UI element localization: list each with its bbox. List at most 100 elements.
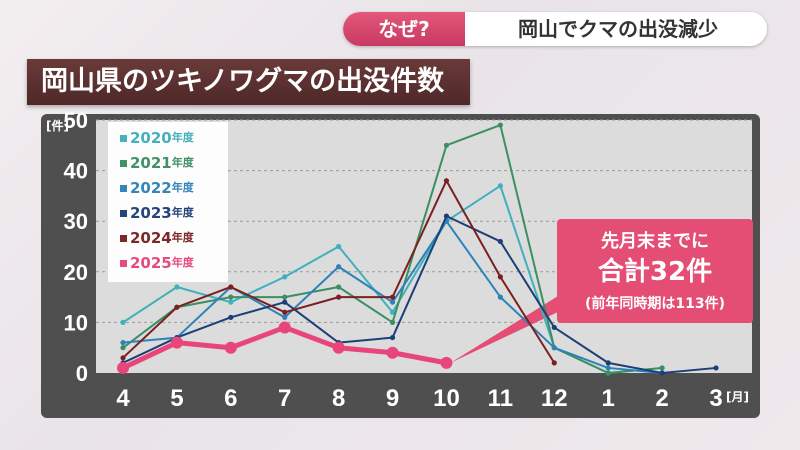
y-tick-label: 10 [64, 310, 88, 335]
total-callout: 先月末までに 合計32件 (前年同時期は113件) [557, 219, 753, 323]
legend-suffix: 年度 [171, 231, 194, 244]
legend-year: 2020 [130, 129, 172, 147]
topic-header: なぜ? 岡山でクマの出没減少 [343, 12, 767, 46]
data-point [497, 274, 503, 280]
callout-total: 合計32件 [597, 257, 713, 287]
data-point [120, 355, 126, 361]
x-tick-label: 4 [116, 385, 130, 412]
legend-year: 2024 [130, 229, 172, 247]
data-point [278, 321, 291, 334]
legend-year: 2022 [130, 179, 172, 197]
data-point [117, 361, 129, 374]
legend-year: 2025 [130, 254, 172, 272]
x-tick-label: 12 [541, 385, 568, 412]
legend-item: 2025年度 [120, 253, 194, 273]
data-point [282, 309, 288, 315]
legend-item: 2023年度 [120, 203, 194, 223]
legend-suffix: 年度 [171, 206, 194, 219]
x-tick-label: 9 [386, 385, 399, 412]
data-point [282, 299, 288, 305]
y-tick-label: 30 [64, 209, 88, 234]
x-axis-unit: [月] [726, 390, 749, 404]
data-point [551, 345, 557, 351]
y-tick-label: 20 [64, 260, 88, 285]
data-point [174, 284, 180, 290]
legend-item: 2021年度 [120, 153, 194, 173]
data-point [120, 319, 126, 325]
data-point [389, 299, 396, 305]
legend-suffix: 年度 [171, 131, 194, 144]
x-tick-label: 6 [224, 385, 237, 412]
data-point [497, 238, 503, 245]
chart-title: 岡山県のツキノワグマの出没件数 [27, 59, 470, 105]
data-point [120, 340, 126, 346]
legend: 2020年度 2021年度 2022年度 2023年度 2024年度 2025年度 [108, 122, 228, 282]
legend-item: 2020年度 [120, 128, 194, 148]
data-point [440, 356, 453, 369]
y-tick-label: 0 [76, 361, 88, 386]
data-point [713, 365, 719, 371]
data-point [389, 319, 396, 325]
data-point [228, 294, 234, 300]
data-point [659, 370, 665, 376]
data-point [443, 178, 450, 184]
data-point [386, 346, 399, 359]
data-point [228, 299, 234, 305]
data-point [282, 314, 288, 320]
data-point [170, 336, 183, 349]
x-tick-label: 3 [709, 385, 722, 412]
data-point [282, 274, 288, 280]
y-tick-label: 50 [64, 108, 88, 133]
legend-year: 2023 [130, 204, 172, 222]
legend-swatch [120, 259, 127, 267]
legend-swatch [120, 159, 127, 167]
legend-suffix: 年度 [171, 181, 194, 194]
data-point [497, 183, 503, 189]
callout-comparison: (前年同時期は113件) [584, 296, 726, 312]
data-point [228, 314, 234, 320]
data-point [224, 341, 237, 354]
data-point [282, 294, 288, 300]
x-tick-label: 7 [278, 385, 291, 412]
data-point [443, 213, 450, 219]
data-point [228, 284, 234, 290]
y-tick-label: 40 [64, 159, 88, 184]
legend-year: 2021 [130, 154, 172, 172]
data-point [332, 341, 345, 354]
data-point [497, 122, 503, 128]
callout-line1: 先月末までに [601, 231, 709, 252]
data-point [443, 142, 450, 148]
x-tick-label: 2 [655, 385, 668, 412]
data-point [389, 309, 396, 315]
legend-swatch [120, 234, 127, 242]
legend-suffix: 年度 [171, 156, 194, 169]
legend-item: 2024年度 [120, 228, 194, 248]
legend-item: 2022年度 [120, 178, 194, 198]
data-point [605, 365, 611, 371]
data-point [605, 370, 611, 376]
data-point [659, 365, 665, 371]
data-point [336, 243, 342, 250]
data-point [336, 294, 342, 300]
data-point [120, 345, 126, 351]
data-point [336, 264, 342, 270]
legend-swatch [120, 134, 127, 142]
callout-pointer [450, 296, 558, 363]
data-point [497, 294, 503, 300]
topic-title: 岡山でクマの出没減少 [518, 17, 718, 41]
data-point [389, 334, 396, 341]
data-point [551, 324, 557, 331]
data-point [174, 304, 180, 310]
x-tick-label: 1 [602, 385, 615, 412]
x-tick-label: 11 [488, 385, 513, 412]
x-tick-label: 8 [332, 385, 345, 412]
x-tick-label: 10 [433, 385, 460, 412]
why-label: なぜ? [343, 12, 465, 46]
data-point [336, 284, 342, 290]
data-point [605, 360, 611, 366]
legend-suffix: 年度 [171, 256, 194, 269]
series-line [122, 215, 717, 374]
legend-swatch [120, 184, 127, 192]
legend-swatch [120, 209, 127, 217]
x-tick-label: 5 [170, 385, 183, 412]
